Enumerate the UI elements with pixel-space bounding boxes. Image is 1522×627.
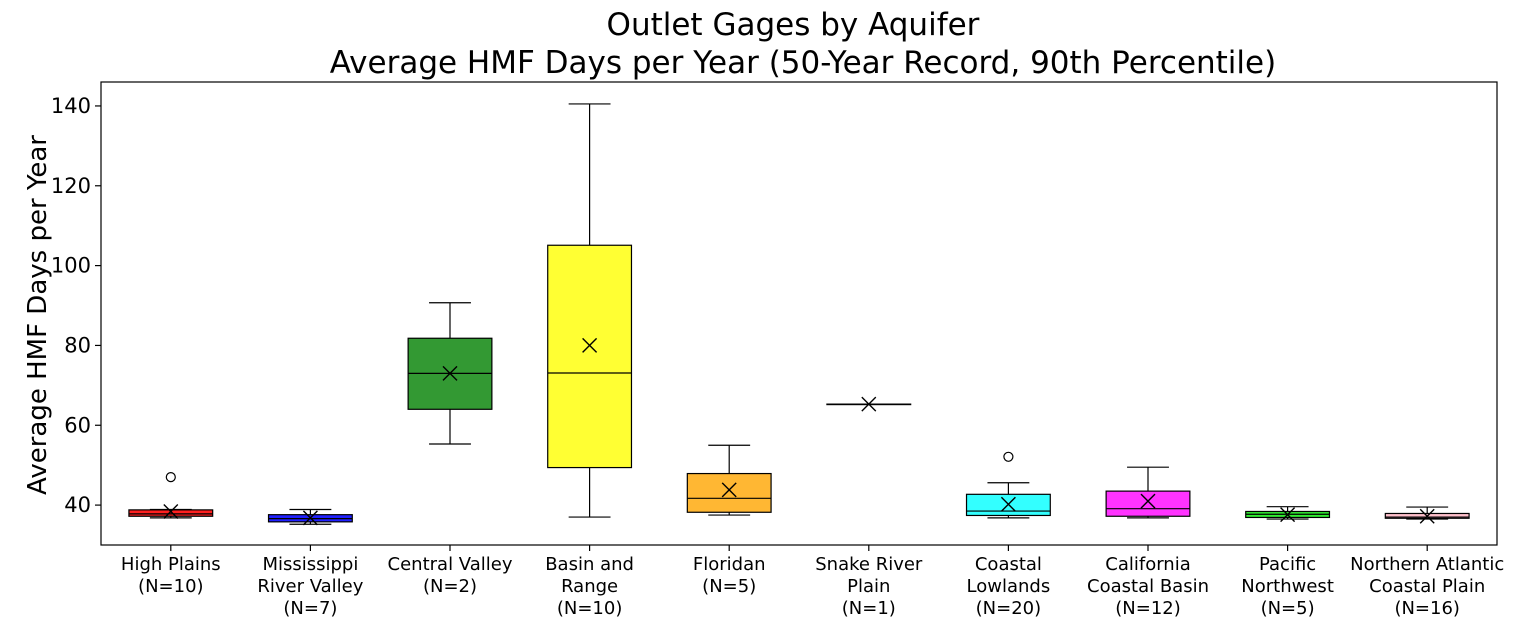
mean-marker — [582, 337, 598, 353]
x-tick-label-line: Coastal Plain — [1369, 576, 1485, 597]
y-tick-label: 140 — [51, 94, 91, 118]
x-tick-label-line: Coastal — [975, 554, 1042, 575]
x-tick-label-line: (N=7) — [283, 598, 337, 619]
chart-title-line-1: Outlet Gages by Aquifer — [607, 7, 980, 43]
y-axis-label: Average HMF Days per Year — [23, 135, 53, 495]
y-tick-label: 120 — [51, 174, 91, 198]
x-tick-label: California Coastal Basin (N=12) — [1087, 554, 1209, 619]
y-tick-label: 80 — [64, 333, 91, 357]
y-tick-label: 100 — [51, 254, 91, 278]
x-tick-label-line: Plain — [847, 576, 890, 597]
chart-title-line-2: Average HMF Days per Year (50-Year Recor… — [330, 45, 1276, 81]
outlier-point — [165, 472, 176, 483]
y-tick-label: 40 — [64, 493, 91, 517]
x-tick-label-line: High Plains — [121, 554, 221, 575]
x-tick-label-line: (N=5) — [702, 576, 756, 597]
x-tick-label-line: (N=12) — [1115, 598, 1181, 619]
x-tick-label-line: (N=10) — [138, 576, 204, 597]
x-tick-label-line: Mississippi — [262, 554, 358, 575]
x-tick-label: Floridan (N=5) — [693, 554, 766, 597]
x-tick-label-line: Northern Atlantic — [1350, 554, 1504, 575]
x-tick-label: High Plains (N=10) — [121, 554, 221, 597]
x-tick-label-line: Northwest — [1241, 576, 1334, 597]
box-iqr — [686, 472, 772, 513]
mean-marker — [1280, 507, 1296, 523]
mean-marker — [1000, 496, 1016, 512]
mean-marker — [1419, 508, 1435, 524]
mean-marker — [1140, 493, 1156, 509]
x-tick-label-line: (N=10) — [557, 598, 623, 619]
x-tick-label-line: (N=1) — [842, 598, 896, 619]
y-tick-label: 60 — [64, 413, 91, 437]
x-tick-label: Mississippi River Valley (N=7) — [257, 554, 363, 619]
x-tick-label-line: (N=20) — [976, 598, 1042, 619]
x-tick-label-line: California — [1105, 554, 1190, 575]
x-tick-label-line: Central Valley — [388, 554, 513, 575]
mean-marker — [861, 396, 877, 412]
plot-frame — [100, 81, 1498, 546]
x-tick-label-line: (N=5) — [1261, 598, 1315, 619]
box-iqr — [547, 244, 633, 469]
box-iqr — [128, 509, 214, 517]
mean-marker — [442, 365, 458, 381]
mean-marker — [721, 482, 737, 498]
x-tick-label-line: River Valley — [257, 576, 363, 597]
x-tick-label-line: (N=16) — [1394, 598, 1460, 619]
x-tick-label-line: Floridan — [693, 554, 766, 575]
x-tick-label-line: Pacific — [1259, 554, 1316, 575]
box-iqr — [1105, 490, 1191, 517]
mean-marker — [163, 503, 179, 519]
x-tick-label-line: Coastal Basin — [1087, 576, 1209, 597]
x-tick-label: Pacific Northwest (N=5) — [1241, 554, 1334, 619]
x-tick-label-line: Range — [561, 576, 618, 597]
mean-marker — [302, 510, 318, 526]
outlier-point — [1003, 451, 1014, 462]
x-tick-label: Snake River Plain (N=1) — [815, 554, 923, 619]
x-tick-label: Central Valley (N=2) — [388, 554, 513, 597]
x-tick-label: Basin and Range (N=10) — [545, 554, 634, 619]
x-tick-label-line: (N=2) — [423, 576, 477, 597]
x-tick-label: Coastal Lowlands (N=20) — [967, 554, 1051, 619]
x-tick-label-line: Basin and — [545, 554, 634, 575]
x-tick-label-line: Lowlands — [967, 576, 1051, 597]
x-tick-label: Northern Atlantic Coastal Plain (N=16) — [1350, 554, 1504, 619]
x-tick-label-line: Snake River — [815, 554, 923, 575]
